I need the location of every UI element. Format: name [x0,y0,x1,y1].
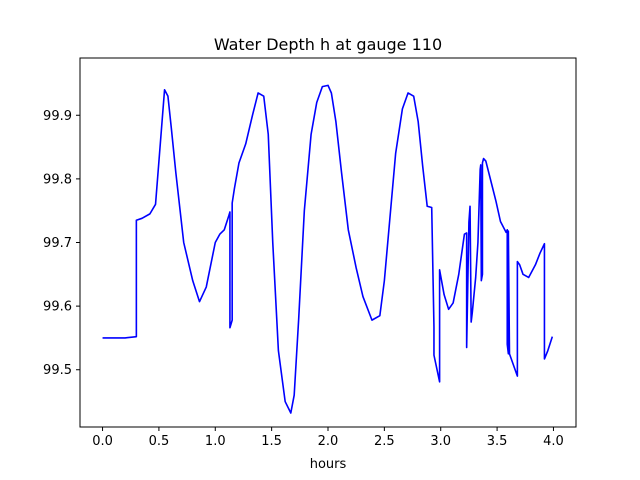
x-tick-label: 2.5 [374,434,395,449]
x-tick-label: 1.5 [261,434,282,449]
series-layer [102,84,554,414]
x-tick-label: 1.0 [205,434,226,449]
x-tick-label: 0.5 [149,434,170,449]
x-tick-label: 2.0 [318,434,339,449]
y-tick-label: 99.8 [43,172,72,187]
y-tick-label: 99.5 [43,363,72,378]
x-axis-label: hours [310,457,347,472]
series-line-0 [102,84,554,414]
x-tick-label: 4.0 [543,434,564,449]
x-axis-ticks: 0.0 0.5 1.0 1.5 2.0 2.5 3.0 3.5 4.0 [92,427,564,449]
y-axis-ticks: 99.5 99.6 99.7 99.8 99.9 [43,109,80,378]
y-tick-label: 99.9 [43,109,72,124]
chart-title: Water Depth h at gauge 110 [214,35,442,54]
x-tick-label: 0.0 [92,434,113,449]
y-tick-label: 99.6 [43,300,72,315]
x-tick-label: 3.5 [487,434,508,449]
x-tick-label: 3.0 [430,434,451,449]
y-tick-label: 99.7 [43,236,72,251]
plot-area [80,58,576,427]
